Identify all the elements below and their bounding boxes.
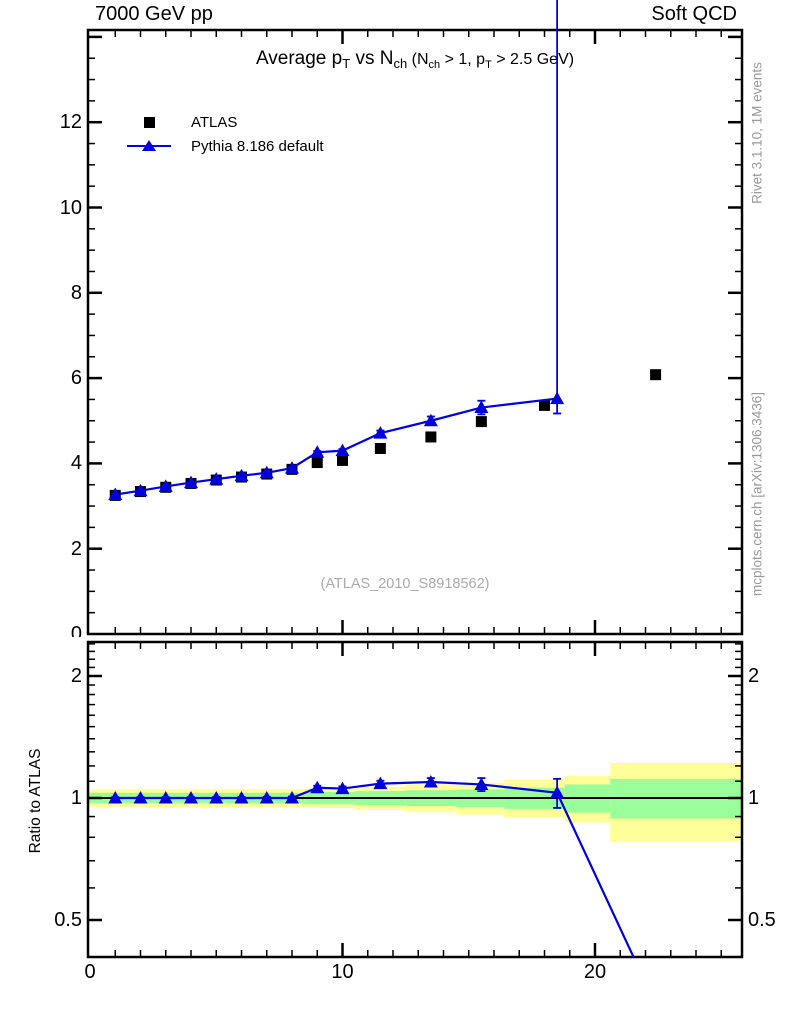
rivet-version-note: Rivet 3.1.10, 1M events <box>749 62 765 204</box>
ratio-y-tick-label-left-2: 2 <box>70 665 82 687</box>
ratio-y-tick-label-right-0.5: 0.5 <box>748 909 776 931</box>
legend-label-pythia: Pythia 8.186 default <box>191 137 324 155</box>
ratio-axis-title: Ratio to ATLAS <box>27 748 44 854</box>
main-y-tick-label-4: 4 <box>70 452 82 475</box>
main-y-tick-label-10: 10 <box>59 196 82 219</box>
ratio-y-tick-label-right-1: 1 <box>748 787 760 809</box>
main-y-tick-label-6: 6 <box>70 367 82 390</box>
x-tick-label-0: 0 <box>84 961 96 983</box>
legend: ATLAS Pythia 8.186 default <box>127 110 324 158</box>
legend-item-mc: Pythia 8.186 default <box>127 134 324 158</box>
process-group-label: Soft QCD <box>651 3 737 25</box>
main-y-tick-label-8: 8 <box>70 281 82 304</box>
mcplots-arxiv-note: mcplots.cern.ch [arXiv:1306.3436] <box>749 391 765 597</box>
beam-energy-label: 7000 GeV pp <box>95 3 213 25</box>
plot-title: Average pT vs Nch (Nch > 1, pT > 2.5 GeV… <box>255 48 575 71</box>
blue-triangle-line-marker-icon <box>127 140 171 151</box>
legend-label-atlas: ATLAS <box>191 113 238 131</box>
ratio-y-tick-label-left-0.5: 0.5 <box>54 909 82 931</box>
analysis-watermark: (ATLAS_2010_S8918562) <box>320 576 490 592</box>
black-square-marker-icon <box>127 116 171 128</box>
main-y-tick-label-2: 2 <box>70 537 82 560</box>
legend-item-data: ATLAS <box>127 110 324 134</box>
main-y-tick-label-0-clipped: 0 <box>70 623 82 637</box>
x-tick-label-20: 20 <box>583 961 607 983</box>
ratio-y-tick-label-right-2: 2 <box>748 665 760 687</box>
x-tick-label-10: 10 <box>331 961 354 983</box>
main-y-tick-label-12: 12 <box>59 111 82 134</box>
